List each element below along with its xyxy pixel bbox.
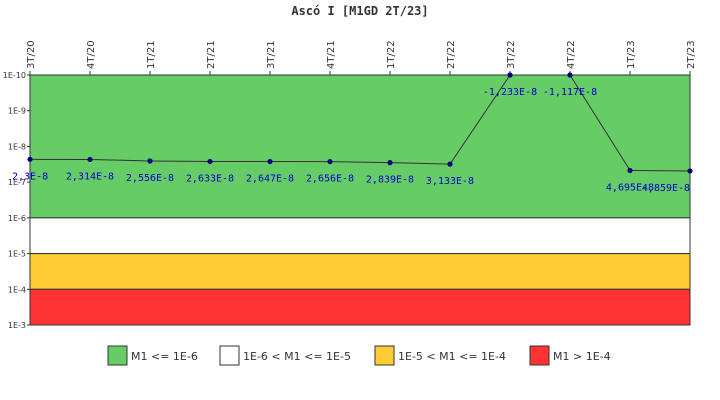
data-point-2: [147, 158, 153, 164]
y-tick-label-1: 1E-9: [8, 107, 26, 116]
data-point-5: [327, 158, 333, 165]
data-label-7: 3,133E-8: [426, 176, 474, 187]
data-point-7: [447, 161, 453, 167]
data-label-3: 2,633E-8: [186, 173, 234, 184]
y-tick-label-6: 1E-4: [8, 285, 26, 294]
data-point-10: [627, 167, 633, 174]
data-point-3: [207, 158, 213, 165]
x-tick-label-5: 4T/21: [326, 40, 337, 69]
data-label-6: 2,839E-8: [366, 175, 414, 186]
chart-title: Ascó I [M1GD 2T/23]: [291, 4, 428, 18]
legend: M1 <= 1E-6 1E-6 < M1 <= 1E-5 1E-5 < M1 <= …: [107, 345, 611, 366]
x-tick-label-2: 1T/21: [146, 40, 157, 69]
y-tick-label-2: 1E-8: [8, 142, 26, 151]
data-label-2: 2,556E-8: [126, 173, 174, 184]
legend-label-0: M1 <= 1E-6: [131, 350, 198, 363]
legend-label-2: 1E-5 < M1 <= 1E-4: [398, 350, 506, 363]
band-2: [29, 253, 691, 290]
x-tick-label-10: 1T/23: [626, 40, 637, 69]
legend-label-1: 1E-6 < M1 <= 1E-5: [243, 350, 351, 363]
x-tick-label-4: 3T/21: [266, 40, 277, 69]
x-tick-label-11: 2T/23: [686, 40, 697, 69]
legend-swatch-1: [219, 345, 240, 366]
data-point-0: [27, 156, 33, 162]
x-tick-label-0: 3T/20: [26, 40, 37, 69]
x-tick-label-1: 4T/20: [86, 40, 97, 69]
data-point-4: [267, 158, 273, 165]
y-tick-label-7: 1E-3: [8, 321, 26, 330]
x-tick-label-9: 4T/22: [566, 40, 577, 69]
y-tick-label-4: 1E-6: [8, 214, 26, 223]
band-3: [29, 288, 691, 326]
data-label-4: 2,647E-8: [246, 174, 294, 185]
series-line: [29, 74, 691, 172]
threshold-bands: [29, 74, 691, 326]
legend-label-3: M1 > 1E-4: [553, 350, 611, 363]
x-tick-label-8: 3T/22: [506, 40, 517, 69]
x-tick-label-3: 2T/21: [206, 40, 217, 69]
data-label-8: -1,233E-8: [483, 87, 537, 98]
data-point-8: [507, 72, 513, 78]
data-label-0: 2,3E-8: [12, 171, 48, 182]
data-label-1: 2,314E-8: [66, 171, 114, 182]
legend-swatch-2: [374, 345, 395, 366]
y-tick-label-5: 1E-5: [8, 250, 26, 259]
data-point-6: [387, 160, 393, 166]
data-point-9: [567, 72, 573, 78]
y-tick-label-3: 1E-7: [8, 178, 26, 187]
data-point-11: [687, 168, 693, 174]
data-label-5: 2,656E-8: [306, 174, 354, 185]
y-axis: 1E-10 1E-9 1E-8 1E-7 1E-6 1E-5 1E-4 1E-3: [3, 71, 30, 330]
legend-swatch-3: [529, 345, 550, 366]
data-point-1: [87, 156, 93, 163]
data-label-9: -1,117E-8: [543, 87, 597, 98]
x-axis: 3T/20 4T/20 1T/21 2T/21 3T/21 4T/21 1T/22 2T/22…: [26, 40, 697, 75]
y-tick-label-0: 1E-10: [3, 71, 26, 80]
data-label-10: 4,695E-8: [606, 182, 654, 193]
x-tick-label-6: 1T/22: [386, 40, 397, 69]
band-1: [29, 217, 691, 255]
plot-area: 2,3E-8 2,314E-8 2,556E-8 2,633E-8 2,647E-8 2,…: [12, 72, 693, 194]
band-0: [29, 74, 691, 219]
legend-swatch-0: [107, 345, 128, 366]
x-tick-label-7: 2T/22: [446, 40, 457, 69]
data-label-11: 4,859E-8: [642, 183, 690, 194]
